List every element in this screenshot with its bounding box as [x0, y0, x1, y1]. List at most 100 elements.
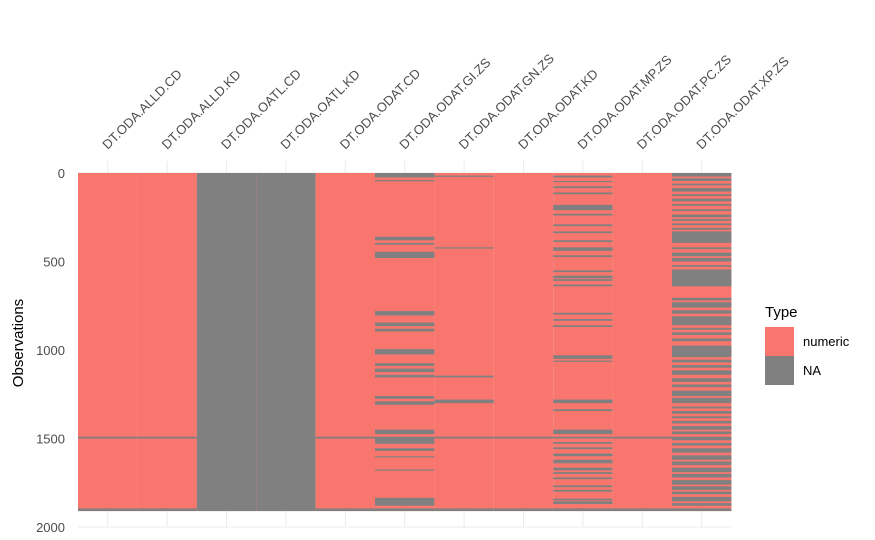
tile-na-DT.ODA.ODAT.MP.ZS: [553, 508, 613, 512]
y-tick-labels: 0 500 1000 1500 2000: [36, 166, 65, 535]
tile-na-DT.ODA.ODAT.MP.ZS: [553, 319, 613, 321]
tile-numeric-DT.ODA.ODAT.GN.ZS: [434, 173, 494, 512]
tile-na-DT.ODA.ODAT.XP.ZS: [672, 203, 732, 206]
tile-na-DT.ODA.ODAT.MP.ZS: [553, 255, 613, 258]
tile-na-DT.ODA.ODAT.MP.ZS: [553, 213, 613, 216]
tile-na-DT.ODA.ODAT.GI.ZS: [375, 497, 435, 506]
tile-na-DT.ODA.ODAT.XP.ZS: [672, 365, 732, 368]
tile-na-DT.ODA.ODAT.MP.ZS: [553, 224, 613, 227]
tile-na-DT.ODA.ODAT.MP.ZS: [553, 279, 613, 281]
tile-na-DT.ODA.ODAT.MP.ZS: [553, 399, 613, 404]
tile-na-DT.ODA.ODAT.GN.ZS: [434, 399, 494, 404]
tile-na-DT.ODA.ODAT.XP.ZS: [672, 436, 732, 441]
tile-na-DT.ODA.ODAT.MP.ZS: [553, 429, 613, 435]
tile-na-DT.ODA.ODAT.XP.ZS: [672, 491, 732, 495]
y-tick-label: 1500: [36, 432, 65, 447]
tile-na-DT.ODA.ODAT.GN.ZS: [434, 175, 494, 177]
tile-na-DT.ODA.ODAT.MP.ZS: [553, 240, 613, 243]
tile-numeric-DT.ODA.ODAT.GI.ZS: [375, 173, 435, 512]
tile-na-DT.ODA.ODAT.MP.ZS: [553, 231, 613, 234]
tile-na-DT.ODA.ODAT.XP.ZS: [672, 461, 732, 466]
heatmap-tiles: [78, 173, 732, 512]
tile-na-DT.ODA.ODAT.GI.ZS: [375, 469, 435, 471]
tile-na-DT.ODA.ODAT.GI.ZS: [375, 349, 435, 355]
tile-na-DT.ODA.ODAT.XP.ZS: [672, 297, 732, 301]
tile-na-DT.ODA.ODAT.XP.ZS: [672, 188, 732, 192]
tile-na-DT.ODA.ODAT.MP.ZS: [553, 186, 613, 189]
y-tick-label: 500: [43, 255, 65, 270]
tile-na-DT.ODA.ODAT.GI.ZS: [375, 448, 435, 451]
tile-na-DT.ODA.ODAT.XP.ZS: [672, 384, 732, 388]
tile-na-DT.ODA.ODAT.GI.ZS: [375, 322, 435, 327]
tile-na-DT.ODA.ODAT.GN.ZS: [434, 247, 494, 249]
tile-na-DT.ODA.ODAT.XP.ZS: [672, 219, 732, 221]
tile-na-DT.ODA.ODAT.CD: [315, 436, 375, 439]
tile-na-DT.ODA.ODAT.MP.ZS: [553, 325, 613, 327]
tile-na-DT.ODA.ODAT.MP.ZS: [553, 247, 613, 251]
tile-na-DT.ODA.ODAT.XP.ZS: [672, 227, 732, 230]
tile-na-DT.ODA.ODAT.XP.ZS: [672, 359, 732, 363]
tile-na-DT.ODA.ODAT.XP.ZS: [672, 455, 732, 460]
tile-na-DT.ODA.ODAT.XP.ZS: [672, 508, 732, 512]
tile-na-DT.ODA.ODAT.PC.ZS: [612, 508, 672, 512]
tile-na-DT.ODA.ODAT.XP.ZS: [672, 327, 732, 330]
tile-na-DT.ODA.ODAT.MP.ZS: [553, 442, 613, 444]
tile-na-DT.ODA.ODAT.XP.ZS: [672, 416, 732, 419]
tile-na-DT.ODA.ODAT.XP.ZS: [672, 332, 732, 335]
tile-na-DT.ODA.ODAT.XP.ZS: [672, 178, 732, 181]
tile-na-DT.ODA.ODAT.XP.ZS: [672, 257, 732, 262]
tile-na-DT.ODA.ALLD.KD: [137, 508, 197, 512]
tile-na-DT.ODA.ODAT.XP.ZS: [672, 173, 732, 177]
tile-na-DT.ODA.ODAT.XP.ZS: [672, 431, 732, 435]
y-tick-label: 2000: [36, 520, 65, 535]
tile-na-DT.ODA.ODAT.GI.ZS: [375, 236, 435, 241]
tile-na-DT.ODA.ODAT.XP.ZS: [672, 486, 732, 490]
tile-na-DT.ODA.ODAT.MP.ZS: [553, 472, 613, 474]
tile-na-DT.ODA.ODAT.XP.ZS: [672, 397, 732, 404]
tile-na-DT.ODA.ODAT.GN.ZS: [434, 508, 494, 512]
y-tick-label: 0: [58, 166, 65, 181]
tile-na-DT.ODA.ODAT.MP.ZS: [553, 360, 613, 362]
tile-na-DT.ODA.ODAT.XP.ZS: [672, 480, 732, 485]
tile-na-DT.ODA.ODAT.MP.ZS: [553, 459, 613, 464]
tile-na-DT.ODA.ODAT.MP.ZS: [553, 447, 613, 450]
tile-na-DT.ODA.ODAT.XP.ZS: [672, 269, 732, 287]
tile-na-DT.ODA.ODAT.GI.ZS: [375, 251, 435, 258]
tile-na-DT.ODA.ODAT.MP.ZS: [553, 477, 613, 480]
tile-na-DT.ODA.ODAT.MP.ZS: [553, 436, 613, 439]
tile-numeric-DT.ODA.ODAT.KD: [493, 173, 554, 512]
tile-na-DT.ODA.ODAT.GI.ZS: [375, 401, 435, 405]
tile-na-DT.ODA.ODAT.XP.ZS: [672, 338, 732, 342]
tile-na-DT.ODA.ODAT.XP.ZS: [672, 390, 732, 397]
tile-na-DT.ODA.ALLD.KD: [137, 436, 197, 439]
tile-na-DT.ODA.ODAT.XP.ZS: [672, 406, 732, 409]
tile-na-DT.ODA.ODAT.XP.ZS: [672, 209, 732, 212]
tile-na-DT.ODA.ODAT.MP.ZS: [553, 312, 613, 315]
tile-na-DT.ODA.ODAT.XP.ZS: [672, 223, 732, 226]
tile-na-DT.ODA.ODAT.KD: [493, 508, 554, 512]
tile-na-DT.ODA.ODAT.PC.ZS: [612, 436, 672, 439]
tile-na-DT.ODA.ODAT.XP.ZS: [672, 183, 732, 186]
tile-na-DT.ODA.ODAT.MP.ZS: [553, 284, 613, 287]
tile-na-DT.ODA.ODAT.GI.ZS: [375, 180, 435, 182]
tile-na-DT.ODA.ODAT.XP.ZS: [672, 503, 732, 506]
tile-na-DT.ODA.ODAT.GI.ZS: [375, 368, 435, 373]
tile-na-DT.ODA.ODAT.XP.ZS: [672, 345, 732, 358]
tile-na-DT.ODA.ODAT.GI.ZS: [375, 374, 435, 378]
tile-na-DT.ODA.ODAT.GI.ZS: [375, 363, 435, 366]
tile-na-DT.ODA.ODAT.GN.ZS: [434, 375, 494, 378]
tile-na-DT.ODA.ODAT.XP.ZS: [672, 214, 732, 218]
tile-na-DT.ODA.ODAT.XP.ZS: [672, 302, 732, 308]
tile-na-DT.ODA.ODAT.GI.ZS: [375, 436, 435, 444]
tile-na-DT.ODA.ODAT.GI.ZS: [375, 311, 435, 316]
legend-label-numeric: numeric: [803, 334, 850, 349]
tile-na-DT.ODA.ODAT.XP.ZS: [672, 448, 732, 453]
tile-na-DT.ODA.ODAT.MP.ZS: [553, 409, 613, 412]
tile-na-DT.ODA.ODAT.MP.ZS: [553, 498, 613, 501]
tile-na-DT.ODA.ODAT.MP.ZS: [553, 489, 613, 492]
tile-na-DT.ODA.OATL.CD: [196, 173, 257, 512]
tile-na-DT.ODA.ODAT.XP.ZS: [672, 310, 732, 314]
tile-numeric-DT.ODA.ALLD.CD: [78, 173, 138, 512]
tile-na-DT.ODA.ODAT.MP.ZS: [553, 180, 613, 183]
